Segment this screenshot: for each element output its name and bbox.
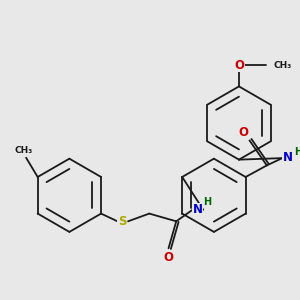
- Text: CH₃: CH₃: [274, 61, 292, 70]
- Text: N: N: [283, 151, 293, 164]
- Text: H: H: [203, 197, 211, 207]
- Text: H: H: [295, 147, 300, 157]
- Text: O: O: [234, 59, 244, 72]
- Text: O: O: [239, 126, 249, 139]
- Text: CH₃: CH₃: [14, 146, 32, 154]
- Text: N: N: [192, 203, 203, 216]
- Text: S: S: [118, 215, 127, 228]
- Text: O: O: [164, 251, 173, 264]
